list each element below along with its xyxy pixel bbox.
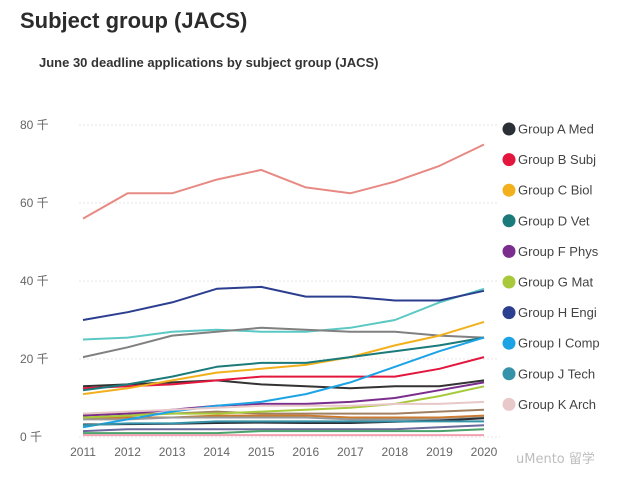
series-line-group-c-biol <box>82 320 485 396</box>
legend-marker[interactable] <box>502 367 516 381</box>
legend-marker[interactable] <box>502 153 516 167</box>
series-line-group-j-tech <box>82 420 484 427</box>
x-axis-ticks: 2011 2012 2013 2014 2015 2016 2017 2018 2019 2020 <box>70 445 498 459</box>
series-line-unlabeled-7 <box>83 416 485 421</box>
legend-marker[interactable] <box>502 214 516 228</box>
legend-marker[interactable] <box>502 122 516 136</box>
legend-label[interactable]: Group A Med <box>518 122 594 137</box>
legend-label[interactable]: Group G Mat <box>518 275 594 290</box>
legend-marker[interactable] <box>502 397 516 411</box>
y-tick-label: 20 千 <box>20 352 49 366</box>
x-tick-label: 2017 <box>337 445 364 459</box>
legend-marker[interactable] <box>502 244 516 258</box>
x-tick-label: 2013 <box>159 445 186 459</box>
series-layer <box>82 143 485 437</box>
series-line-group-h-engi <box>82 285 485 321</box>
series-line-unlabeled-2 <box>82 287 485 341</box>
legend-label[interactable]: Group K Arch <box>518 397 596 412</box>
series-line-unlabeled-1 <box>82 143 485 220</box>
legend-marker[interactable] <box>502 336 516 350</box>
legend-marker[interactable] <box>502 275 516 289</box>
series-line-group-d-vet <box>82 336 485 392</box>
x-tick-label: 2020 <box>471 445 498 459</box>
legend-label[interactable]: Group J Tech <box>518 366 595 381</box>
legend-label[interactable]: Group C Biol <box>518 183 593 198</box>
legend-label[interactable]: Group B Subj <box>518 152 596 167</box>
page-heading: Subject group (JACS) <box>20 8 248 33</box>
x-tick-label: 2011 <box>70 445 96 459</box>
legend-label[interactable]: Group I Comp <box>518 336 600 351</box>
y-tick-label: 40 千 <box>20 274 49 288</box>
series-line-group-k-arch <box>82 400 485 415</box>
x-tick-label: 2012 <box>114 445 141 459</box>
series-line-unlabeled-8 <box>82 424 485 433</box>
legend-background <box>498 112 617 422</box>
x-tick-label: 2018 <box>382 445 409 459</box>
watermark-text: uMento 留学 <box>516 451 595 467</box>
legend-marker[interactable] <box>502 306 516 320</box>
x-tick-label: 2015 <box>248 445 275 459</box>
x-tick-label: 2019 <box>426 445 453 459</box>
chart-title: June 30 deadline applications by subject… <box>39 55 379 70</box>
legend: Group A Med Group B Subj Group C Biol Group… <box>498 112 617 422</box>
series-line-unlabeled-3 <box>82 326 485 359</box>
y-axis-ticks: 0 千 20 千 40 千 60 千 80 千 <box>20 118 49 444</box>
series-line-group-i-comp <box>82 336 485 429</box>
y-tick-label: 60 千 <box>20 196 49 210</box>
legend-marker[interactable] <box>502 183 516 197</box>
legend-label[interactable]: Group F Phys <box>518 244 599 259</box>
y-tick-label: 0 千 <box>20 430 42 444</box>
legend-label[interactable]: Group H Engi <box>518 305 597 320</box>
legend-label[interactable]: Group D Vet <box>518 213 590 228</box>
x-tick-label: 2016 <box>292 445 319 459</box>
x-tick-label: 2014 <box>203 445 230 459</box>
y-tick-label: 80 千 <box>20 118 49 132</box>
series-line-unlabeled-9 <box>83 428 485 435</box>
